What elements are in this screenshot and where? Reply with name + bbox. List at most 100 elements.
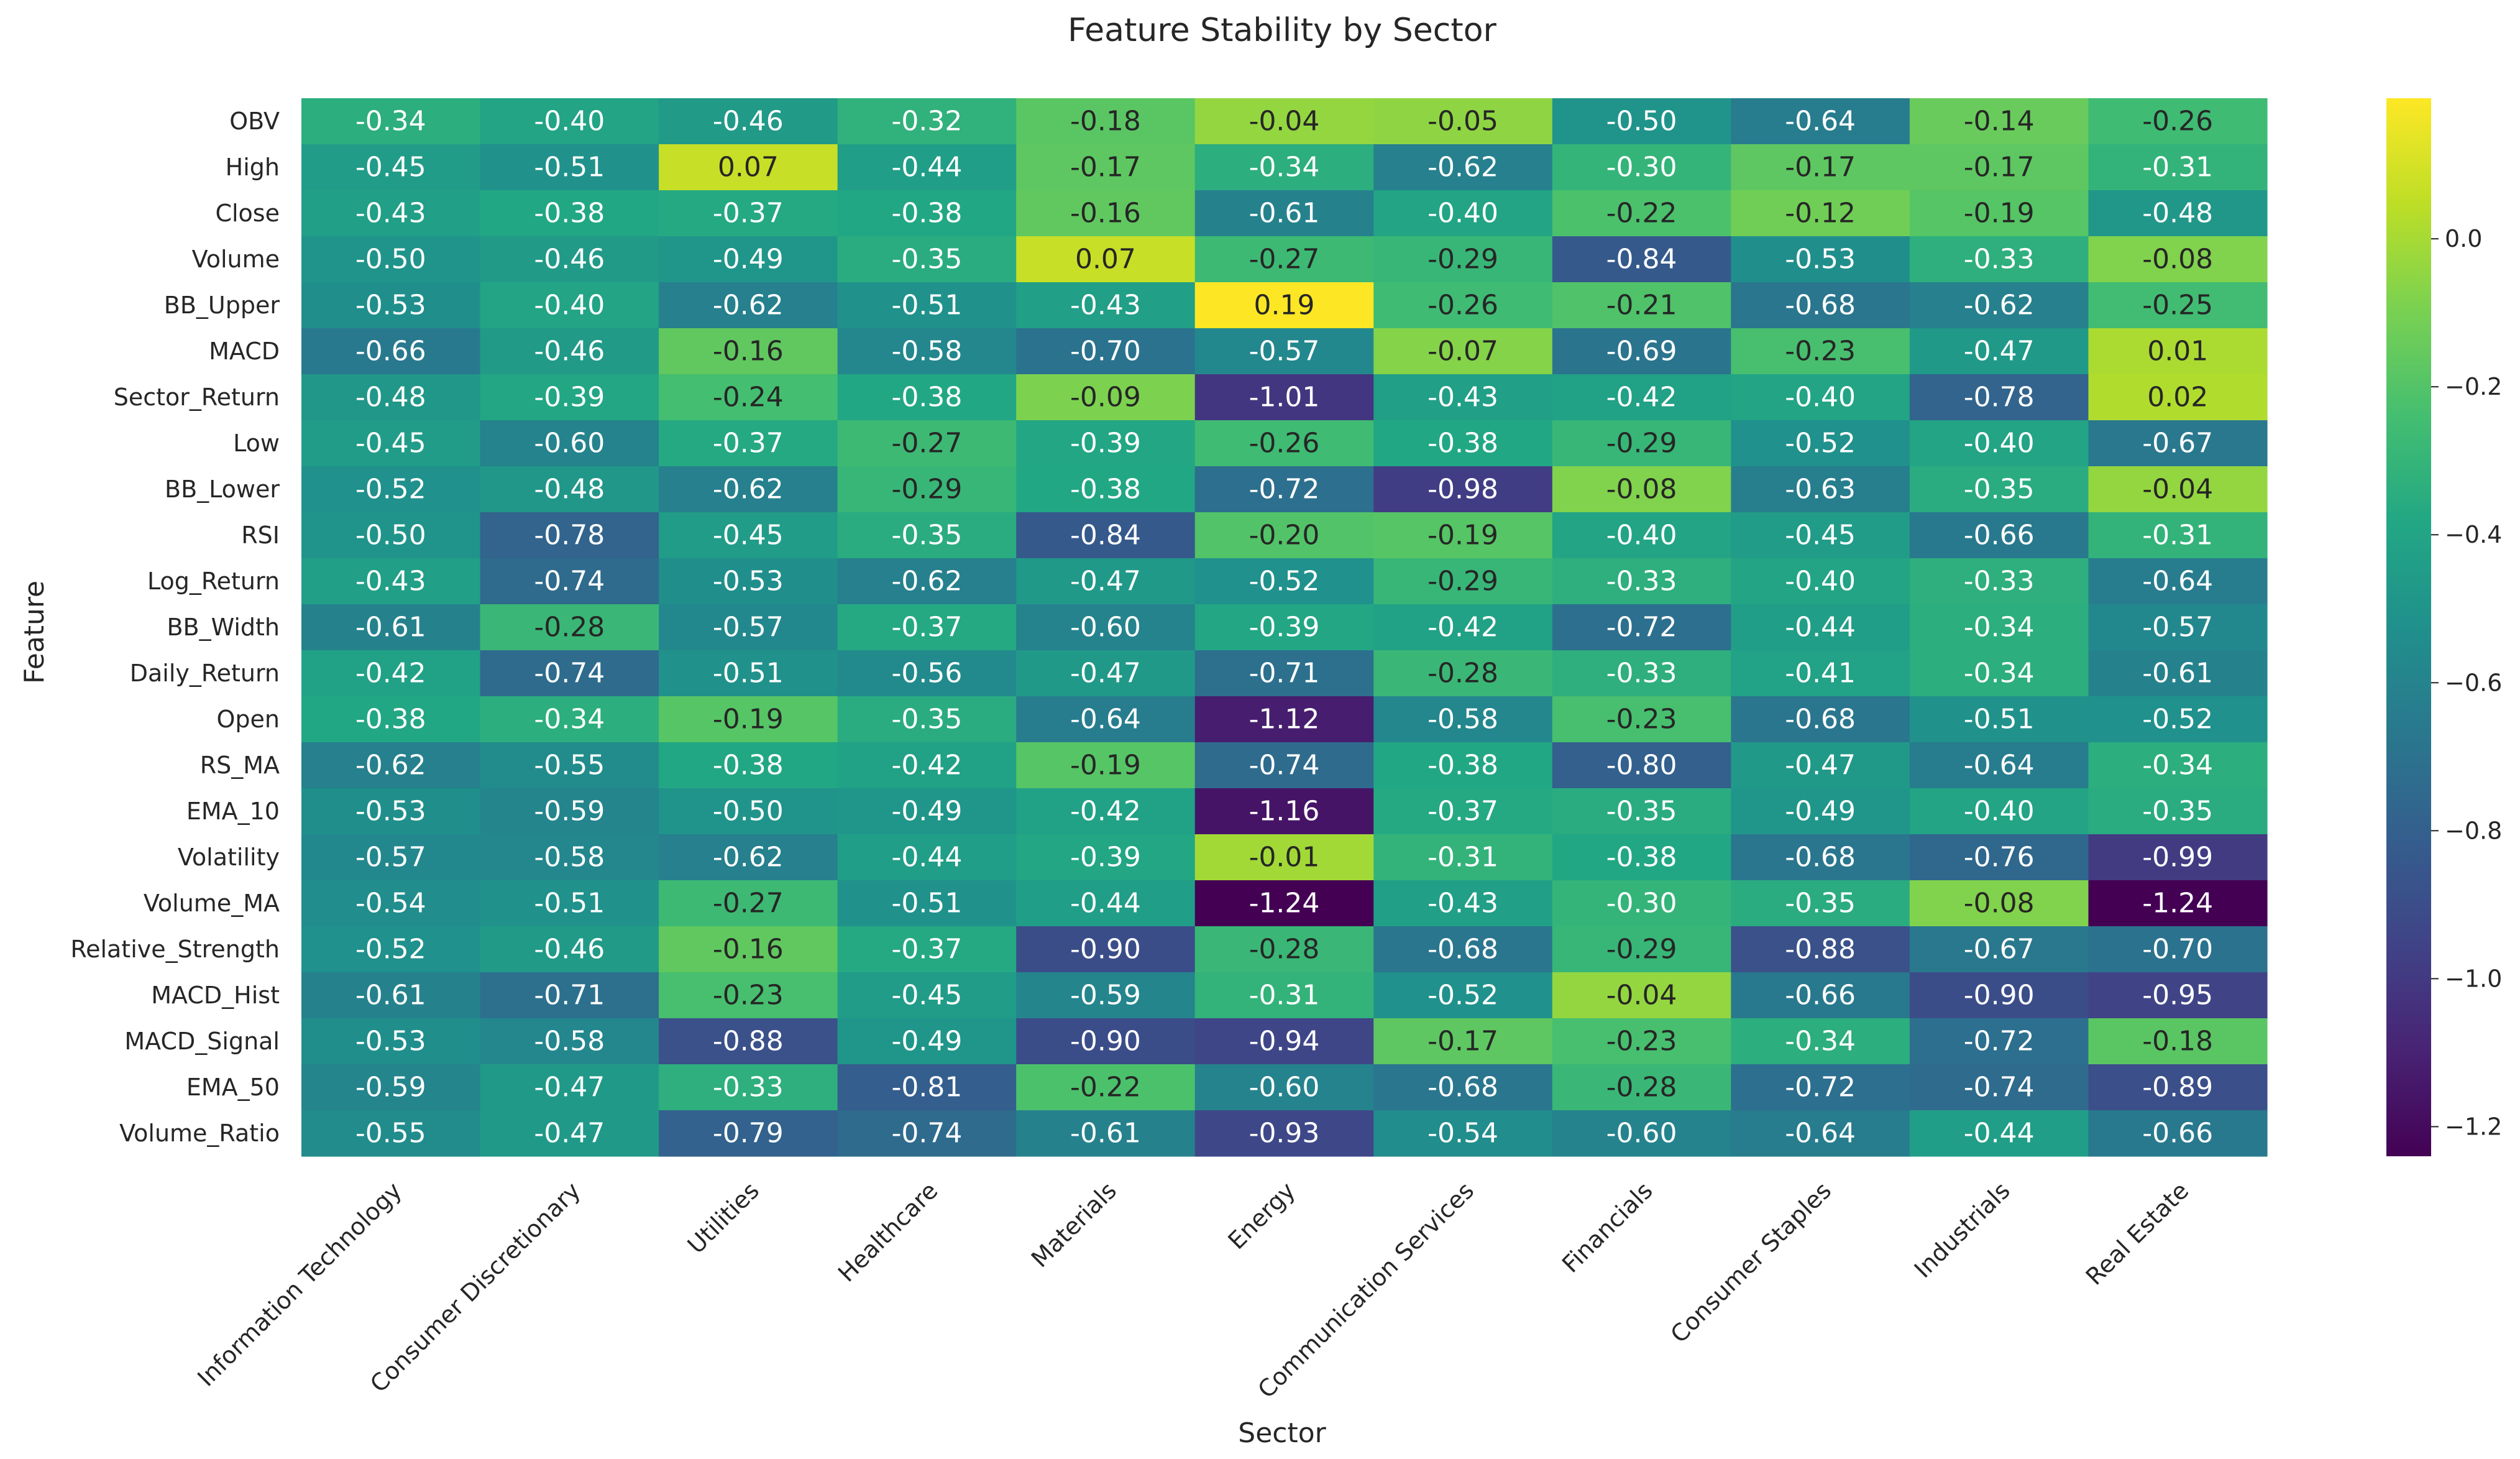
heatmap-cell xyxy=(301,512,481,559)
heatmap-cell xyxy=(1909,1064,2089,1111)
heatmap-cell xyxy=(837,788,1017,835)
y-tick-label: BB_Width xyxy=(167,614,280,641)
heatmap-cell xyxy=(1373,926,1553,973)
y-tick-label: Daily_Return xyxy=(130,660,280,687)
cell-value-label: -0.08 xyxy=(1964,888,2035,919)
cell-value-label: -0.45 xyxy=(1785,520,1856,551)
cell-value-label: -0.47 xyxy=(534,1118,605,1149)
cell-value-label: -0.90 xyxy=(1070,1026,1141,1057)
heatmap-cell xyxy=(2088,1110,2268,1157)
heatmap-cell xyxy=(1373,558,1553,605)
heatmap-cell xyxy=(659,282,838,329)
heatmap-cell xyxy=(2088,144,2268,191)
heatmap-cell xyxy=(1909,788,2089,835)
cell-value-label: -0.54 xyxy=(1427,1118,1498,1149)
heatmap-cell xyxy=(1909,972,2089,1019)
heatmap-cell xyxy=(2088,972,2268,1019)
cell-value-label: -0.70 xyxy=(1070,336,1141,367)
cell-value-label: -0.47 xyxy=(534,1072,605,1103)
cell-value-label: -0.55 xyxy=(355,1118,426,1149)
heatmap-cell xyxy=(1373,190,1553,237)
heatmap-cell xyxy=(1016,696,1196,743)
heatmap-cell xyxy=(301,144,481,191)
x-tick-label: Real Estate xyxy=(2081,1177,2194,1291)
cell-value-label: -0.62 xyxy=(891,566,962,597)
y-axis-label: Feature xyxy=(19,581,50,684)
heatmap-cell xyxy=(837,98,1017,145)
heatmap-cell xyxy=(1731,788,1910,835)
heatmap-cell xyxy=(1194,742,1374,789)
cell-value-label: -0.40 xyxy=(1964,428,2035,459)
cell-value-label: -0.35 xyxy=(1964,474,2035,505)
cell-value-label: -0.34 xyxy=(1964,612,2035,643)
heatmap-cell xyxy=(480,880,659,927)
heatmap-cell xyxy=(837,650,1017,697)
y-tick-label: Volatility xyxy=(178,844,280,871)
cell-value-label: -0.14 xyxy=(1964,106,2035,137)
heatmap-cell xyxy=(837,1018,1017,1065)
y-tick-label: Volume xyxy=(192,246,280,273)
cell-value-label: -0.26 xyxy=(1427,290,1498,321)
heatmap-cell xyxy=(2088,880,2268,927)
heatmap-cell xyxy=(301,788,481,835)
cell-value-label: -0.30 xyxy=(1606,888,1677,919)
heatmap-cell xyxy=(837,190,1017,237)
cell-value-label: -0.84 xyxy=(1606,244,1677,275)
heatmap-cell xyxy=(837,926,1017,973)
heatmap-cell xyxy=(1194,328,1374,375)
heatmap-cell xyxy=(1016,972,1196,1019)
heatmap-cell xyxy=(1731,236,1910,283)
heatmap-cell xyxy=(1016,144,1196,191)
cell-value-label: -0.59 xyxy=(534,796,605,827)
cell-value-label: -0.08 xyxy=(2142,244,2213,275)
cell-value-label: -0.72 xyxy=(1964,1026,2035,1057)
cell-value-label: -0.68 xyxy=(1785,290,1856,321)
heatmap-cell xyxy=(2088,512,2268,559)
heatmap-cell xyxy=(301,742,481,789)
heatmap-cell xyxy=(2088,466,2268,513)
cell-value-label: -0.09 xyxy=(1070,382,1141,413)
heatmap-cell xyxy=(1373,1064,1553,1111)
cell-value-label: -0.43 xyxy=(355,566,426,597)
heatmap-cell xyxy=(1373,650,1553,697)
heatmap-cell xyxy=(1552,282,1731,329)
cell-value-label: -0.38 xyxy=(1427,428,1498,459)
heatmap-cell xyxy=(2088,558,2268,605)
cell-value-label: -0.64 xyxy=(1964,750,2035,781)
cell-value-label: -0.80 xyxy=(1606,750,1677,781)
heatmap-cell xyxy=(659,190,838,237)
heatmap-cell xyxy=(2088,282,2268,329)
heatmap-cell xyxy=(1909,282,2089,329)
cell-value-label: -0.52 xyxy=(355,934,426,965)
heatmap-cell xyxy=(1016,742,1196,789)
cell-value-label: -0.01 xyxy=(1249,842,1320,873)
heatmap-cell xyxy=(1731,420,1910,467)
cell-value-label: -0.04 xyxy=(2142,474,2213,505)
cell-value-label: -0.38 xyxy=(1606,842,1677,873)
cell-value-label: -0.28 xyxy=(1427,658,1498,689)
cell-value-label: -0.62 xyxy=(713,290,784,321)
x-tick-label: Energy xyxy=(1222,1177,1300,1254)
cell-value-label: -0.34 xyxy=(1964,658,2035,689)
heatmap-cell xyxy=(659,926,838,973)
cell-value-label: -0.51 xyxy=(713,658,784,689)
heatmap-cell xyxy=(1194,374,1374,421)
x-tick-label: Industrials xyxy=(1909,1177,2015,1283)
heatmap-cell xyxy=(1016,282,1196,329)
heatmap-cell xyxy=(1552,512,1731,559)
y-tick-label: EMA_10 xyxy=(186,798,280,825)
heatmap-cell xyxy=(301,1018,481,1065)
cell-value-label: -0.72 xyxy=(1606,612,1677,643)
heatmap-cell xyxy=(301,558,481,605)
heatmap-cell xyxy=(1016,512,1196,559)
cell-value-label: -0.44 xyxy=(1070,888,1141,919)
cell-value-label: -0.70 xyxy=(2142,934,2213,965)
heatmap-cell xyxy=(2088,98,2268,145)
heatmap-cell xyxy=(1731,98,1910,145)
heatmap-cell xyxy=(1016,1064,1196,1111)
cell-value-label: -0.88 xyxy=(1785,934,1856,965)
cell-value-label: -0.17 xyxy=(1070,152,1141,183)
cell-value-label: -0.31 xyxy=(2142,520,2213,551)
heatmap-cell xyxy=(480,144,659,191)
cell-value-label: -0.45 xyxy=(891,980,962,1011)
